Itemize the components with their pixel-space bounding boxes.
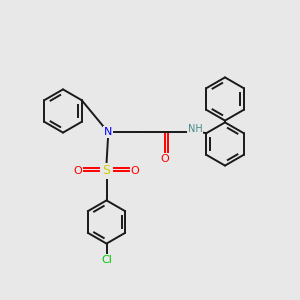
Text: N: N: [104, 127, 112, 137]
Text: S: S: [103, 164, 110, 178]
Text: O: O: [74, 166, 82, 176]
Text: O: O: [160, 154, 169, 164]
Text: O: O: [130, 166, 140, 176]
Text: NH: NH: [188, 124, 202, 134]
Text: Cl: Cl: [101, 255, 112, 265]
